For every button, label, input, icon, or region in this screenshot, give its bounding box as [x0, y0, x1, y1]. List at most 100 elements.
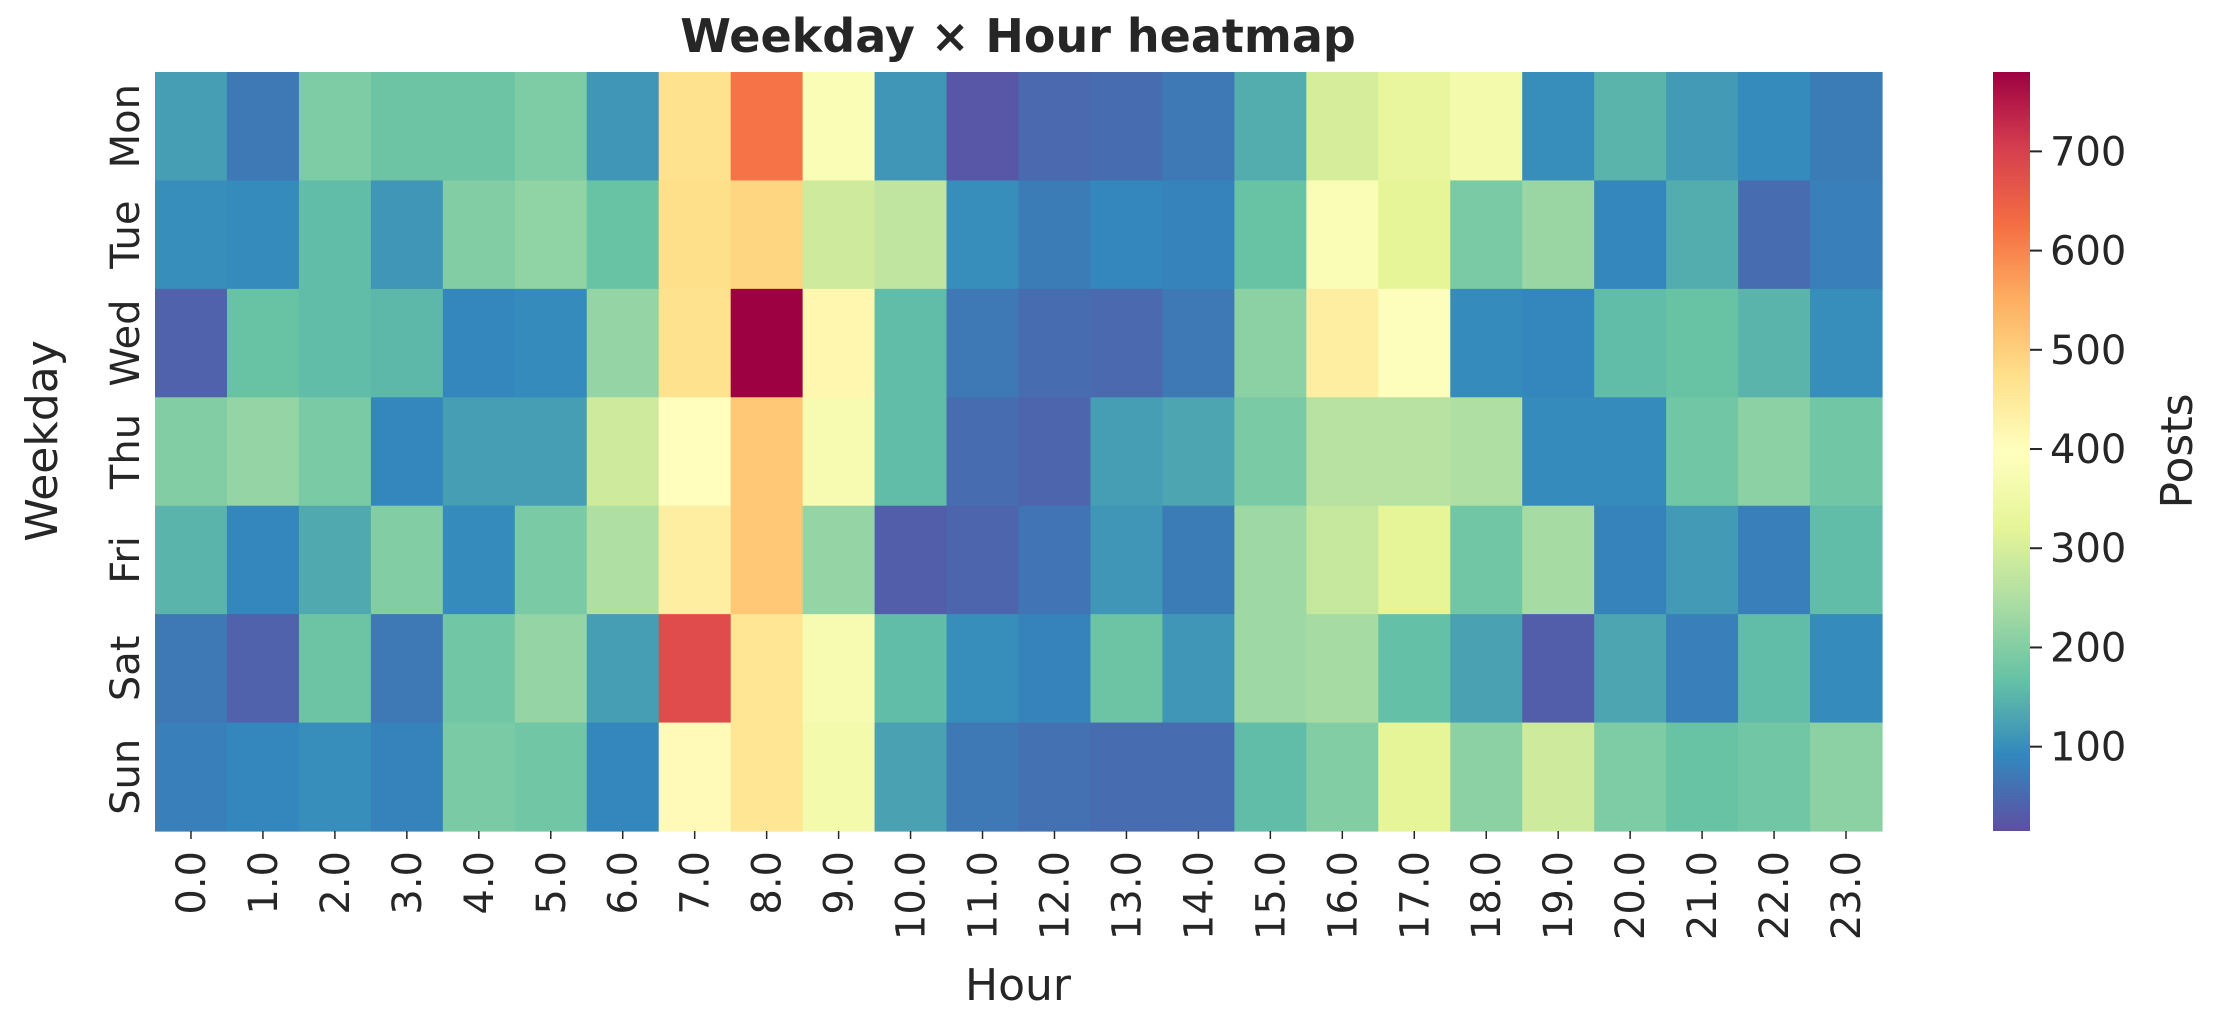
heatmap-cell-fri-6	[586, 505, 660, 615]
heatmap-cell-sat-23	[1810, 614, 1883, 724]
x-tick-label: 6.0	[601, 851, 647, 915]
colorbar-label: Posts	[2152, 394, 2203, 509]
x-tick-label: 23.0	[1824, 851, 1870, 940]
x-tick-label: 1.0	[241, 851, 287, 915]
colorbar-tick-label: 400	[2050, 427, 2126, 473]
heatmap-cell-thu-4	[442, 397, 516, 507]
heatmap-cell-wed-18	[1450, 288, 1523, 398]
x-tick-label: 20.0	[1608, 851, 1654, 940]
heatmap-cell-fri-14	[1162, 505, 1235, 615]
heatmap-cell-sun-21	[1666, 722, 1739, 832]
heatmap-cell-sat-10	[874, 614, 948, 724]
heatmap-cell-sat-15	[1234, 614, 1307, 724]
heatmap-cell-thu-7	[658, 397, 732, 507]
y-tick-label-mon: Mon	[103, 84, 149, 168]
heatmap-cell-wed-15	[1234, 288, 1307, 398]
heatmap-cell-thu-17	[1378, 397, 1451, 507]
heatmap-cell-sun-11	[946, 722, 1020, 832]
y-tick-label-tue: Tue	[103, 200, 149, 269]
heatmap-cell-sun-1	[226, 722, 300, 832]
heatmap-cell-fri-0	[155, 505, 228, 615]
heatmap-cell-mon-3	[370, 72, 444, 182]
heatmap-cell-wed-7	[658, 288, 732, 398]
heatmap-cell-mon-14	[1162, 72, 1235, 182]
heatmap-cell-wed-9	[802, 288, 876, 398]
heatmap-cell-wed-4	[442, 288, 516, 398]
heatmap-cell-sun-13	[1090, 722, 1164, 832]
heatmap-cell-tue-12	[1018, 180, 1092, 290]
heatmap-cell-tue-17	[1378, 180, 1451, 290]
heatmap-cell-sat-9	[802, 614, 876, 724]
heatmap-cell-thu-21	[1666, 397, 1739, 507]
heatmap-cell-tue-9	[802, 180, 876, 290]
heatmap-cell-mon-5	[514, 72, 588, 182]
x-tick-label: 3.0	[385, 851, 431, 915]
heatmap-cell-mon-19	[1522, 72, 1595, 182]
y-tick-label-sun: Sun	[103, 739, 149, 815]
heatmap-cell-tue-13	[1090, 180, 1164, 290]
colorbar-tick-label: 700	[2050, 129, 2126, 175]
heatmap-cell-wed-11	[946, 288, 1020, 398]
heatmap-cell-wed-10	[874, 288, 948, 398]
heatmap-cell-fri-10	[874, 505, 948, 615]
heatmap-cell-tue-15	[1234, 180, 1307, 290]
heatmap-cell-fri-20	[1594, 505, 1667, 615]
heatmap-cell-thu-8	[730, 397, 804, 507]
heatmap-cell-fri-17	[1378, 505, 1451, 615]
heatmap-cell-tue-1	[226, 180, 300, 290]
heatmap-cell-wed-2	[298, 288, 372, 398]
heatmap-cell-thu-5	[514, 397, 588, 507]
heatmap-cell-tue-2	[298, 180, 372, 290]
heatmap-cell-mon-18	[1450, 72, 1523, 182]
heatmap-cell-fri-3	[370, 505, 444, 615]
x-tick-label: 4.0	[457, 851, 503, 915]
heatmap-cell-tue-3	[370, 180, 444, 290]
colorbar-tick-label: 200	[2050, 625, 2126, 671]
y-tick-label-thu: Thu	[103, 414, 149, 490]
x-tick-label: 21.0	[1680, 851, 1726, 940]
heatmap-cell-wed-5	[514, 288, 588, 398]
heatmap-cell-sun-17	[1378, 722, 1451, 832]
heatmap-cell-sat-21	[1666, 614, 1739, 724]
heatmap-cell-thu-13	[1090, 397, 1164, 507]
y-tick-label-fri: Fri	[103, 536, 149, 584]
heatmap-cells	[155, 72, 1883, 832]
heatmap-cell-sun-19	[1522, 722, 1595, 832]
heatmap-cell-tue-23	[1810, 180, 1883, 290]
heatmap-cell-thu-19	[1522, 397, 1595, 507]
heatmap-cell-fri-11	[946, 505, 1020, 615]
x-tick-label: 13.0	[1104, 851, 1150, 940]
heatmap-cell-wed-12	[1018, 288, 1092, 398]
heatmap-cell-sun-3	[370, 722, 444, 832]
heatmap-cell-tue-18	[1450, 180, 1523, 290]
heatmap-cell-mon-20	[1594, 72, 1667, 182]
heatmap-cell-mon-7	[658, 72, 732, 182]
heatmap-cell-sun-23	[1810, 722, 1883, 832]
heatmap-cell-sun-15	[1234, 722, 1307, 832]
heatmap-cell-sat-0	[155, 614, 228, 724]
heatmap-cell-sat-12	[1018, 614, 1092, 724]
x-tick-label: 14.0	[1176, 851, 1222, 940]
heatmap-cell-thu-3	[370, 397, 444, 507]
heatmap-cell-wed-21	[1666, 288, 1739, 398]
heatmap-cell-thu-6	[586, 397, 660, 507]
heatmap-cell-thu-9	[802, 397, 876, 507]
heatmap-cell-wed-16	[1306, 288, 1379, 398]
heatmap-cell-sat-8	[730, 614, 804, 724]
heatmap-cell-mon-15	[1234, 72, 1307, 182]
heatmap-cell-sat-17	[1378, 614, 1451, 724]
heatmap-cell-mon-9	[802, 72, 876, 182]
heatmap-cell-sat-18	[1450, 614, 1523, 724]
heatmap-cell-thu-0	[155, 397, 228, 507]
heatmap-cell-tue-19	[1522, 180, 1595, 290]
x-tick-label: 12.0	[1032, 851, 1078, 940]
heatmap-cell-fri-23	[1810, 505, 1883, 615]
heatmap-cell-sun-2	[298, 722, 372, 832]
heatmap-cell-sun-8	[730, 722, 804, 832]
colorbar-tick-label: 100	[2050, 725, 2126, 771]
x-tick-labels: 0.0 1.0 2.0 3.0 4.0 5.0 6.0 7.0 8.0 9.0 10.0 11.0 12…	[169, 831, 1870, 940]
x-tick-label: 18.0	[1464, 851, 1510, 940]
heatmap-cell-thu-2	[298, 397, 372, 507]
heatmap-cell-tue-20	[1594, 180, 1667, 290]
